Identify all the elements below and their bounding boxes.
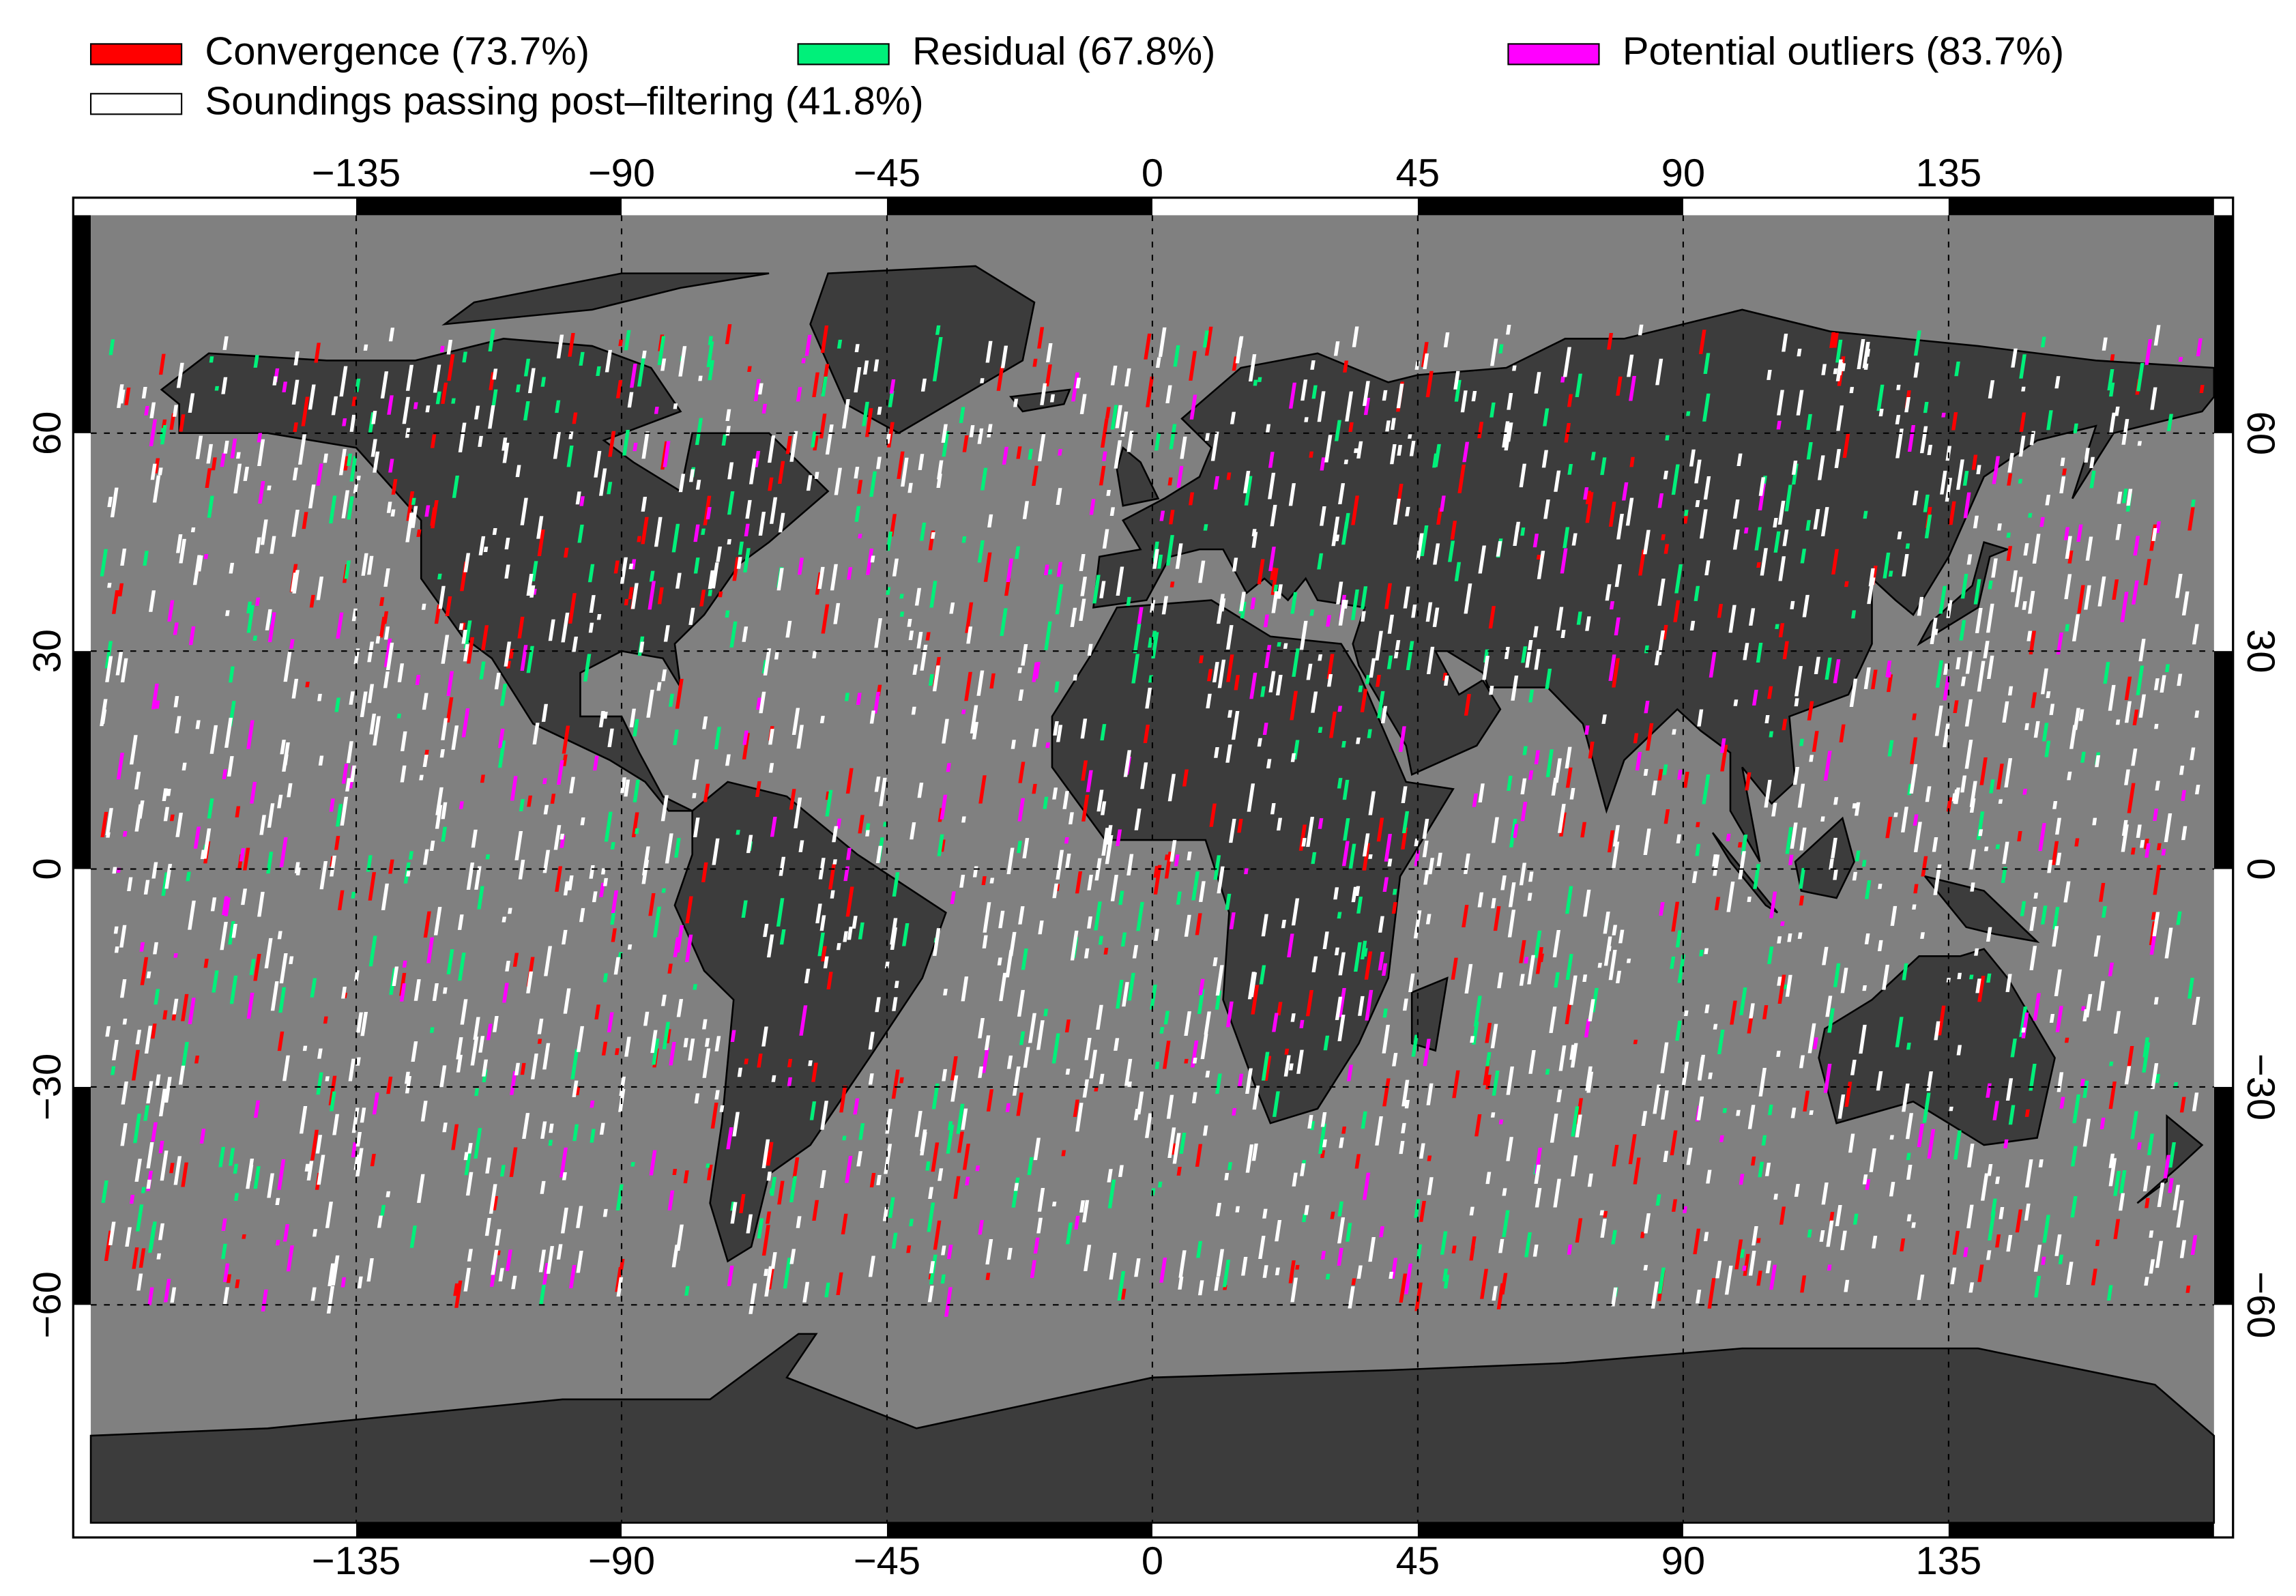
y-tick-label-left: 30 xyxy=(25,629,69,673)
sounding-streaks xyxy=(100,324,2200,1314)
landmass xyxy=(1410,976,1449,1052)
x-tick-label-bottom: 0 xyxy=(1142,1539,1163,1583)
frame-band xyxy=(2213,215,2233,433)
frame-band xyxy=(886,1522,1152,1538)
x-tick-label-top: 135 xyxy=(1916,151,1982,195)
legend-swatch xyxy=(1507,43,1600,66)
y-tick-label-left: −30 xyxy=(25,1054,69,1120)
landmass xyxy=(1818,948,2056,1146)
y-tick-label-right: −60 xyxy=(2239,1271,2282,1338)
landmass xyxy=(441,272,770,325)
x-tick-label-bottom: −135 xyxy=(312,1539,401,1583)
frame-band xyxy=(886,197,1152,216)
landmass xyxy=(1008,388,1071,413)
land xyxy=(89,265,2215,1524)
x-tick-label-top: 0 xyxy=(1142,151,1163,195)
legend-swatch xyxy=(89,43,183,66)
soundings xyxy=(100,324,2205,1317)
y-tick-label-right: 30 xyxy=(2239,629,2282,673)
y-tick-label-right: 0 xyxy=(2239,858,2282,880)
x-tick-label-top: −90 xyxy=(588,151,655,195)
frame-band xyxy=(73,1086,91,1305)
x-tick-label-bottom: 45 xyxy=(1396,1539,1440,1583)
x-tick-label-bottom: −45 xyxy=(854,1539,920,1583)
x-tick-label-top: −135 xyxy=(312,151,401,195)
x-tick-label-top: 90 xyxy=(1661,151,1705,195)
frame-band xyxy=(356,1522,622,1538)
legend: Convergence (73.7%) Residual (67.8%) Poten… xyxy=(89,30,2064,124)
frame-band xyxy=(1417,1522,1683,1538)
tick-labels: −135 −135 −90 −90 −45 −45 0 0 45 45 90 90 135 135 −60 −… xyxy=(25,151,2282,1583)
legend-swatch xyxy=(89,93,183,115)
y-tick-label-right: −30 xyxy=(2239,1054,2282,1120)
legend-label: Convergence (73.7%) xyxy=(205,30,590,74)
frame-bands xyxy=(73,197,2233,1538)
legend-label: Residual (67.8%) xyxy=(912,30,1215,74)
legend-label: Potential outliers (83.7%) xyxy=(1623,30,2064,74)
grid xyxy=(91,215,2214,1523)
frame-band xyxy=(2213,1086,2233,1305)
frame-band xyxy=(356,197,622,216)
y-tick-label-left: 60 xyxy=(25,411,69,455)
landmass xyxy=(809,265,1036,435)
x-tick-label-bottom: 90 xyxy=(1661,1539,1705,1583)
legend-label: Soundings passing post–filtering (41.8%) xyxy=(205,80,923,124)
legend-swatch xyxy=(797,43,890,66)
y-tick-label-left: 0 xyxy=(25,858,69,880)
y-tick-label-left: −60 xyxy=(25,1271,69,1338)
landmass xyxy=(1116,446,1160,507)
landmass xyxy=(673,781,947,1263)
frame-band xyxy=(73,651,91,869)
x-tick-label-top: 45 xyxy=(1396,151,1440,195)
x-tick-label-bottom: −90 xyxy=(588,1539,655,1583)
x-tick-label-bottom: 135 xyxy=(1916,1539,1982,1583)
frame-band xyxy=(1948,1522,2214,1538)
x-tick-label-top: −45 xyxy=(854,151,920,195)
frame-band xyxy=(2213,651,2233,869)
landmass xyxy=(1917,540,2011,647)
frame-band xyxy=(73,215,91,433)
frame-band xyxy=(1948,197,2214,216)
y-tick-label-right: 60 xyxy=(2239,411,2282,455)
frame-band xyxy=(1417,197,1683,216)
